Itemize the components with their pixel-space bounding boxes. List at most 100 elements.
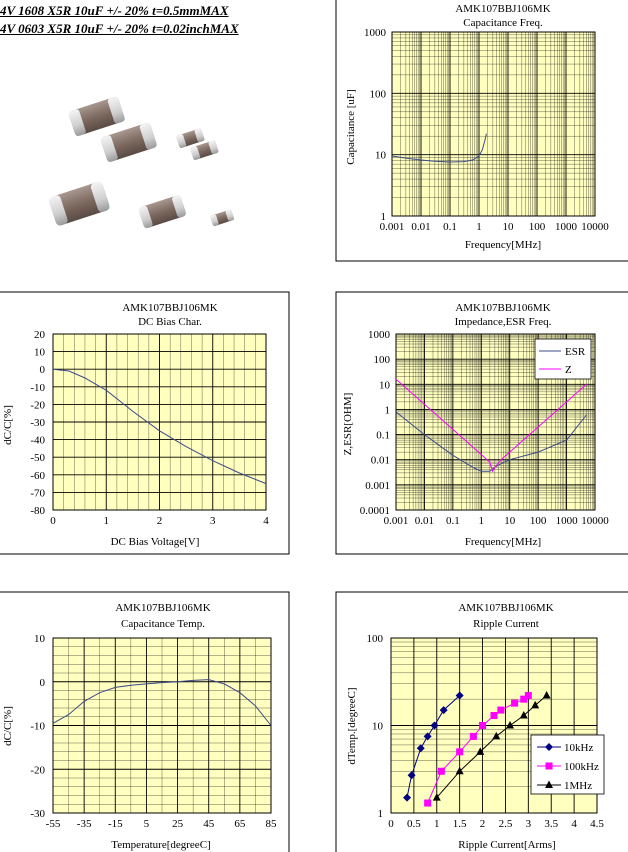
x-axis-label: Frequency[MHz]: [465, 536, 541, 548]
data-point-diamond: [423, 732, 432, 741]
chart-ripple-current: AMK107BBJ106MK Ripple Current Ripple Cur…: [335, 591, 628, 852]
y-tick-label: 0: [40, 364, 46, 376]
x-axis-label: DC Bias Voltage[V]: [111, 536, 200, 548]
legend-marker: [545, 743, 553, 751]
legend-marker: [545, 762, 553, 770]
chart-title: Capacitance Freq.: [463, 17, 543, 29]
y-tick-label: -50: [30, 452, 45, 464]
plot-area: 0 0.5 1 1.5 2 2.5 3 3.5 4 4.5 100 10 1 10kHz 100kHz 1MH…: [367, 633, 605, 830]
y-tick-label: 0.001: [365, 480, 390, 492]
series-line-0: [52, 679, 272, 726]
chart-capacitance-temp: AMK107BBJ106MK Capacitance Temp. Tempera…: [0, 591, 290, 852]
x-tick-label: 0.1: [446, 515, 460, 527]
y-tick-label: 0.0001: [360, 505, 390, 517]
y-tick-label: 10: [34, 633, 46, 645]
x-tick-label: 0.01: [411, 221, 430, 233]
data-point-triangle: [432, 793, 441, 801]
x-tick-label: -15: [108, 818, 123, 830]
capacitor-product-photo: [49, 96, 234, 229]
x-tick-label: 100: [530, 515, 547, 527]
data-point-square: [497, 706, 505, 714]
x-tick-label: 10000: [581, 515, 609, 527]
chart-part: AMK107BBJ106MK: [122, 302, 217, 314]
x-tick-label: 2: [480, 818, 486, 830]
series-line-0: [52, 368, 267, 485]
y-axis-label: dC/C[%]: [2, 405, 14, 445]
y-tick-label: -60: [30, 470, 45, 482]
y-axis-label: dC/C[%]: [2, 706, 14, 746]
plot-area: 0.001 0.01 0.1 1 10 100 1000 1000010001001010.1…: [360, 329, 610, 527]
legend-box: [534, 338, 592, 380]
x-tick-label: 10: [503, 221, 515, 233]
chart-dc-bias: AMK107BBJ106MK DC Bias Char. DC Bias Vol…: [0, 291, 290, 555]
data-point-triangle: [476, 747, 485, 755]
legend-marker: [545, 780, 553, 788]
y-axis-label: dTemp.[degreeC]: [346, 687, 358, 764]
y-tick-label: 10: [379, 379, 391, 391]
y-tick-label: 10: [34, 347, 46, 359]
x-tick-label: 0.001: [380, 221, 405, 233]
y-tick-label: 0.1: [376, 430, 390, 442]
data-point-triangle: [455, 766, 464, 775]
x-tick-label: 0: [50, 515, 56, 527]
data-point-square: [524, 692, 532, 700]
x-tick-label: 1: [479, 515, 485, 527]
legend-box: [530, 734, 605, 795]
data-point-square: [490, 712, 498, 720]
y-tick-label: -10: [30, 721, 45, 733]
data-point-diamond: [403, 793, 412, 802]
x-tick-label: 5: [144, 818, 150, 830]
grid-lines: [391, 32, 595, 217]
y-tick-label: -80: [30, 505, 45, 517]
data-point-square: [479, 722, 487, 729]
data-point-square: [437, 767, 445, 775]
y-tick-label: 0: [40, 677, 46, 689]
y-axis-label: Z,ESR[OHM]: [342, 393, 354, 456]
y-tick-label: 1: [385, 404, 391, 416]
series-line-100khz: [427, 695, 529, 804]
y-tick-label: -10: [30, 382, 45, 394]
x-tick-label: -55: [46, 818, 61, 830]
y-tick-label: 1: [378, 808, 384, 820]
y-tick-label: 100: [374, 354, 391, 366]
data-point-triangle: [531, 700, 540, 709]
chart-title: DC Bias Char.: [138, 316, 202, 328]
x-axis-label: Frequency[MHz]: [465, 239, 541, 251]
legend-label: 100kHz: [564, 761, 599, 773]
grid-lines: [52, 637, 272, 814]
data-point-square: [511, 699, 519, 707]
x-tick-label: 1: [104, 515, 110, 527]
x-tick-label: 3.5: [544, 818, 558, 830]
chart-part: AMK107BBJ106MK: [458, 602, 553, 614]
y-tick-label: -40: [30, 435, 45, 447]
plot-border: [391, 31, 596, 217]
chart-impedance-esr: AMK107BBJ106MK Impedance,ESR Freq. Frequ…: [335, 291, 628, 555]
x-tick-label: 85: [266, 818, 278, 830]
data-point-square: [424, 799, 432, 807]
data-point-triangle: [542, 691, 551, 699]
y-tick-label: -30: [30, 808, 45, 820]
legend-label: ESR: [565, 346, 586, 358]
x-tick-label: 2.5: [499, 818, 513, 830]
y-tick-label: -20: [30, 399, 45, 411]
x-tick-label: 1000: [556, 515, 579, 527]
chart-title: Ripple Current: [473, 618, 539, 630]
data-point-diamond: [416, 744, 425, 753]
chart-title: Impedance,ESR Freq.: [455, 316, 552, 328]
x-tick-label: 0: [388, 818, 394, 830]
plot-area: -55 -35 -15 5 25 45 65 85 10 0 -10 -20 -30: [30, 633, 277, 830]
data-point-diamond: [439, 706, 448, 715]
y-tick-label: 100: [367, 633, 384, 645]
y-tick-label: 10: [375, 150, 387, 162]
y-tick-label: 1: [381, 211, 387, 223]
y-tick-label: 0.01: [371, 455, 390, 467]
data-point-square: [456, 748, 464, 756]
x-tick-label: 4: [263, 515, 269, 527]
y-tick-label: 1000: [364, 27, 387, 39]
x-tick-label: 0.5: [407, 818, 421, 830]
x-tick-label: 1000: [555, 221, 578, 233]
chart-part: AMK107BBJ106MK: [115, 602, 210, 614]
x-tick-label: 2: [157, 515, 163, 527]
data-point-diamond: [430, 721, 439, 730]
